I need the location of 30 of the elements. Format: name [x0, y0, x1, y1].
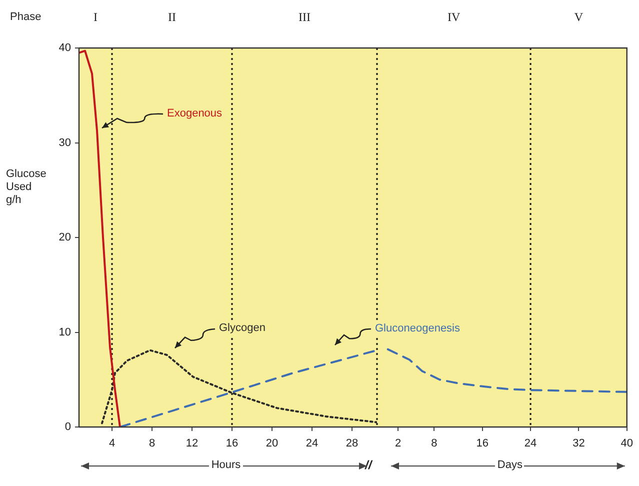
x-tick-label: 40	[620, 438, 634, 450]
x-tick-label: 16	[476, 438, 488, 450]
x-axis-title: Hours	[209, 459, 243, 471]
text: Phase	[10, 11, 42, 24]
x-tick-label: 4	[108, 438, 116, 450]
y-tick-label: 0	[64, 421, 71, 434]
y-axis-title: Glucose Used g/h	[6, 168, 48, 207]
y-tick-label: 20	[58, 232, 71, 244]
x-tick-label: 2	[395, 438, 402, 450]
text: IV	[447, 10, 460, 24]
x-tick-label: 8	[148, 438, 156, 450]
x-tick-label: 20	[266, 438, 278, 450]
x-tick-label: 32	[572, 438, 585, 450]
text: V	[574, 10, 584, 24]
x-tick-label: 24	[524, 438, 537, 450]
series-label: Gluconeogenesis	[375, 322, 461, 334]
text: Glycogen	[219, 322, 266, 334]
text: II	[168, 10, 176, 24]
y-tick-label: 10	[58, 326, 71, 338]
x-tick-label: 12	[186, 438, 198, 450]
text: I	[94, 10, 98, 24]
y-tick-label: 40	[58, 42, 71, 54]
x-tick-label: 24	[306, 438, 318, 450]
x-tick-label: 8	[431, 438, 438, 450]
text: III	[298, 10, 310, 24]
y-tick-label: 30	[58, 136, 71, 149]
x-tick-label: 16	[226, 438, 238, 450]
x-tick-label: 28	[346, 438, 358, 450]
text: Exogenous	[167, 107, 223, 120]
x-axis-title: Days	[495, 459, 524, 471]
